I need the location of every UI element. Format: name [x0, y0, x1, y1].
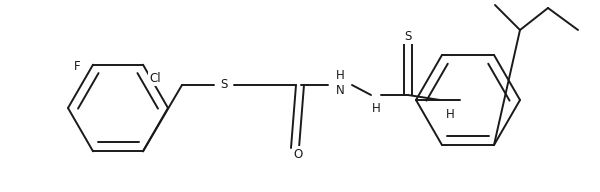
Text: S: S: [220, 79, 227, 92]
Text: H: H: [371, 103, 380, 116]
Text: O: O: [293, 147, 302, 161]
Text: Cl: Cl: [149, 72, 161, 85]
Text: H: H: [446, 108, 454, 121]
Text: H
N: H N: [335, 69, 344, 97]
Text: F: F: [74, 60, 80, 73]
Text: S: S: [404, 30, 412, 42]
